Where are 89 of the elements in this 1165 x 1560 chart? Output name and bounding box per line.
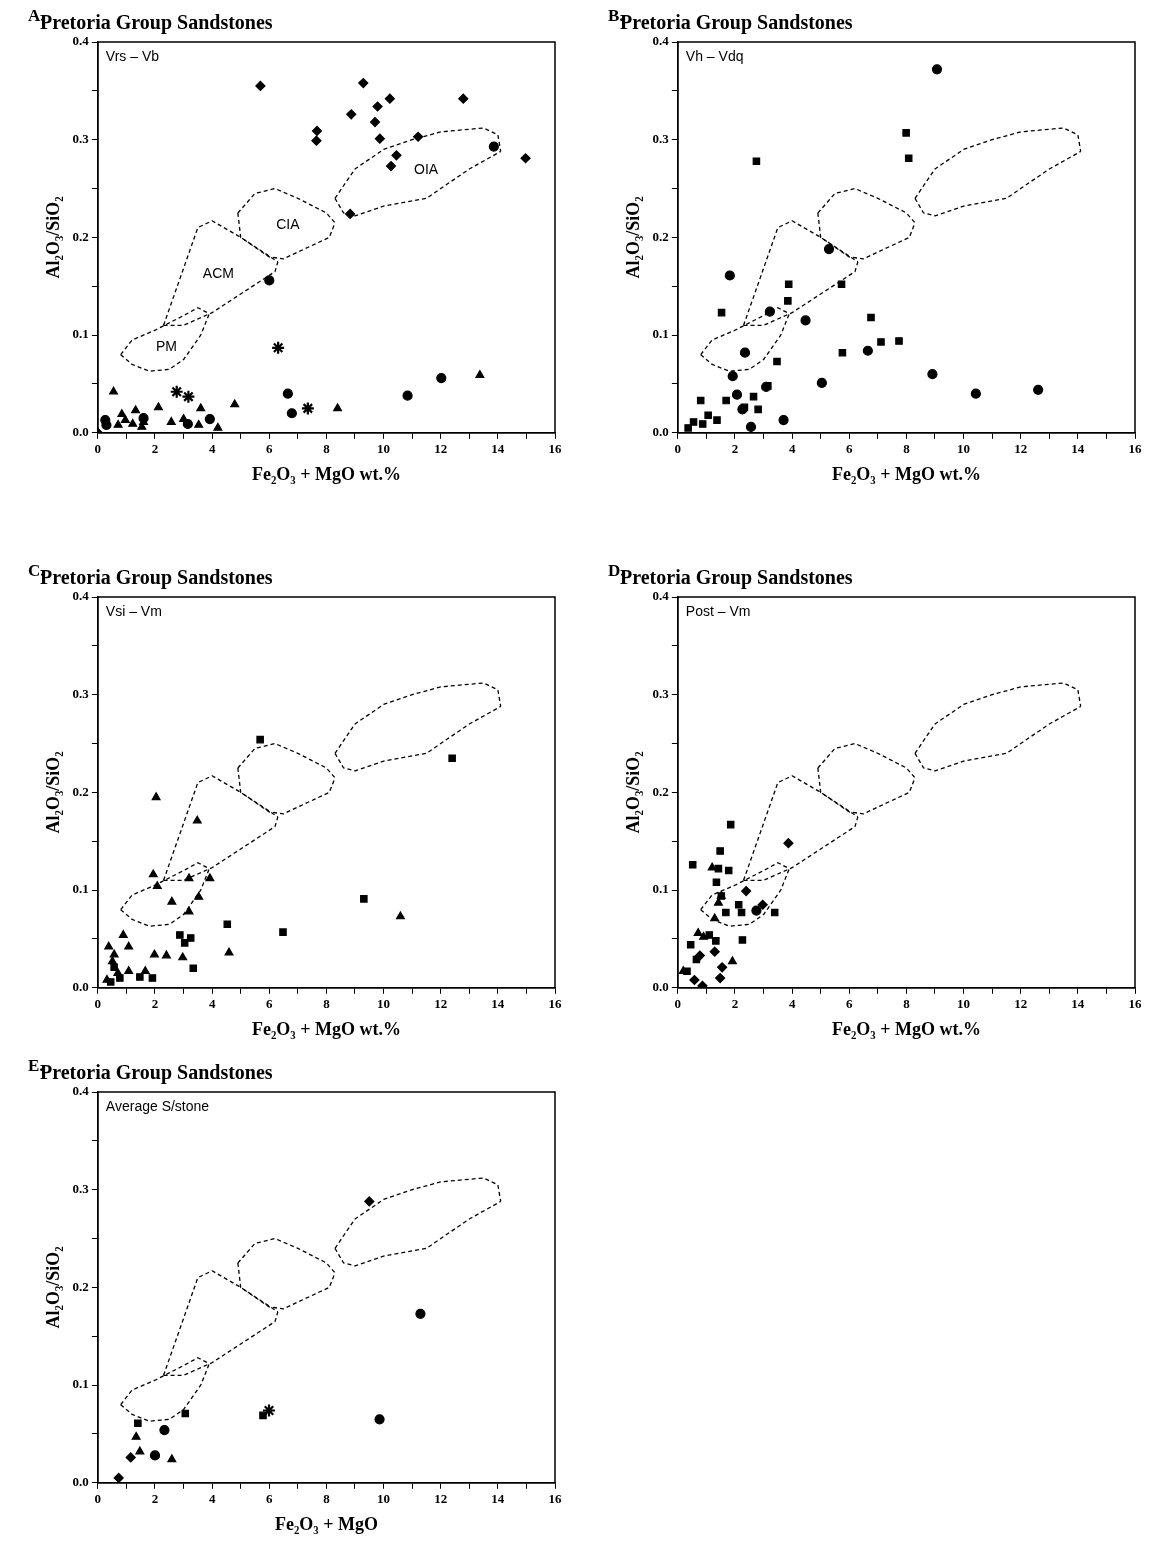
y-tick-label: 0.1: [72, 881, 89, 897]
y-tick-label: 0.0: [72, 979, 89, 995]
x-tick-label: 14: [491, 995, 505, 1011]
x-tick-label: 14: [1071, 995, 1085, 1011]
x-tick-label: 2: [151, 995, 159, 1011]
y-tick-label: 0.0: [652, 424, 669, 440]
x-tick-label: 12: [434, 440, 448, 456]
y-tick-label: 0.3: [72, 131, 90, 147]
series-label: PM: [155, 337, 177, 354]
x-tick-label: 0: [94, 440, 102, 456]
x-axis-title: Fe₂O₃ + MgO wt.%: [831, 1018, 981, 1039]
x-tick-label: 2: [151, 440, 159, 456]
y-tick-label: 0.4: [652, 588, 670, 604]
x-tick-label: 0: [94, 1490, 102, 1506]
x-tick-label: 16: [548, 995, 562, 1011]
x-tick-label: 8: [323, 440, 331, 456]
x-tick-label: 4: [788, 440, 796, 456]
x-tick-label: 0: [674, 440, 682, 456]
x-tick-label: 2: [151, 1490, 159, 1506]
x-tick-label: 16: [548, 1490, 562, 1506]
x-tick-label: 6: [266, 995, 274, 1011]
x-tick-label: 2: [731, 995, 739, 1011]
x-tick-label: 12: [1014, 995, 1028, 1011]
y-tick-label: 0.2: [72, 783, 89, 799]
y-tick-label: 0.1: [652, 881, 669, 897]
x-tick-label: 6: [266, 440, 274, 456]
series-label: ACM: [202, 265, 234, 282]
x-axis-title: Fe₂O₃ + MgO wt.%: [251, 463, 401, 484]
y-tick-label: 0.2: [72, 1278, 89, 1294]
y-tick-label: 0.3: [652, 686, 670, 702]
x-tick-label: 16: [548, 440, 562, 456]
y-axis-title: Al₂O₃/SiO₂: [43, 196, 64, 279]
x-axis-title: Fe₂O₃ + MgO: [274, 1513, 378, 1534]
x-tick-label: 0: [94, 995, 102, 1011]
y-tick-label: 0.1: [652, 326, 669, 342]
x-tick-label: 8: [903, 995, 911, 1011]
y-tick-label: 0.2: [652, 228, 669, 244]
y-tick-label: 0.0: [72, 424, 89, 440]
annotation: Vrs – Vb: [105, 47, 160, 64]
x-tick-label: 16: [1128, 440, 1142, 456]
x-tick-label: 4: [788, 995, 796, 1011]
x-tick-label: 4: [208, 995, 216, 1011]
x-tick-label: 16: [1128, 995, 1142, 1011]
y-tick-label: 0.4: [652, 33, 670, 49]
y-tick-label: 0.2: [72, 228, 89, 244]
x-tick-label: 6: [266, 1490, 274, 1506]
x-tick-label: 10: [377, 1490, 391, 1506]
x-tick-label: 12: [434, 995, 448, 1011]
y-axis-title: Al₂O₃/SiO₂: [43, 751, 64, 834]
x-tick-label: 14: [1071, 440, 1085, 456]
x-tick-label: 4: [208, 1490, 216, 1506]
y-axis-title: Al₂O₃/SiO₂: [43, 1246, 64, 1329]
series-label: OIA: [414, 161, 439, 178]
y-tick-label: 0.1: [72, 326, 89, 342]
x-tick-label: 10: [957, 995, 971, 1011]
y-tick-label: 0.4: [72, 33, 90, 49]
annotation: Average S/stone: [105, 1097, 210, 1114]
x-tick-label: 10: [377, 995, 391, 1011]
x-axis-title: Fe₂O₃ + MgO wt.%: [251, 1018, 401, 1039]
x-tick-label: 0: [674, 995, 682, 1011]
x-tick-label: 2: [731, 440, 739, 456]
x-tick-label: 14: [491, 440, 505, 456]
x-tick-label: 10: [377, 440, 391, 456]
y-tick-label: 0.3: [72, 1181, 90, 1197]
x-tick-label: 8: [323, 995, 331, 1011]
x-tick-label: 12: [434, 1490, 448, 1506]
x-tick-label: 4: [208, 440, 216, 456]
y-tick-label: 0.3: [72, 686, 90, 702]
y-tick-label: 0.1: [72, 1376, 89, 1392]
y-tick-label: 0.4: [72, 588, 90, 604]
x-tick-label: 14: [491, 1490, 505, 1506]
x-tick-label: 6: [846, 995, 854, 1011]
y-axis-title: Al₂O₃/SiO₂: [623, 751, 644, 834]
x-tick-label: 8: [323, 1490, 331, 1506]
annotation: Post – Vm: [685, 602, 751, 619]
x-tick-label: 6: [846, 440, 854, 456]
y-tick-label: 0.0: [652, 979, 669, 995]
x-tick-label: 10: [957, 440, 971, 456]
y-tick-label: 0.2: [652, 783, 669, 799]
x-axis-title: Fe₂O₃ + MgO wt.%: [831, 463, 981, 484]
y-axis-title: Al₂O₃/SiO₂: [623, 196, 644, 279]
series-label: CIA: [276, 215, 301, 232]
x-tick-label: 8: [903, 440, 911, 456]
y-tick-label: 0.3: [652, 131, 670, 147]
y-tick-label: 0.4: [72, 1083, 90, 1099]
annotation: Vsi – Vm: [105, 602, 162, 619]
y-tick-label: 0.0: [72, 1474, 89, 1490]
annotation: Vh – Vdq: [685, 47, 744, 64]
x-tick-label: 12: [1014, 440, 1028, 456]
